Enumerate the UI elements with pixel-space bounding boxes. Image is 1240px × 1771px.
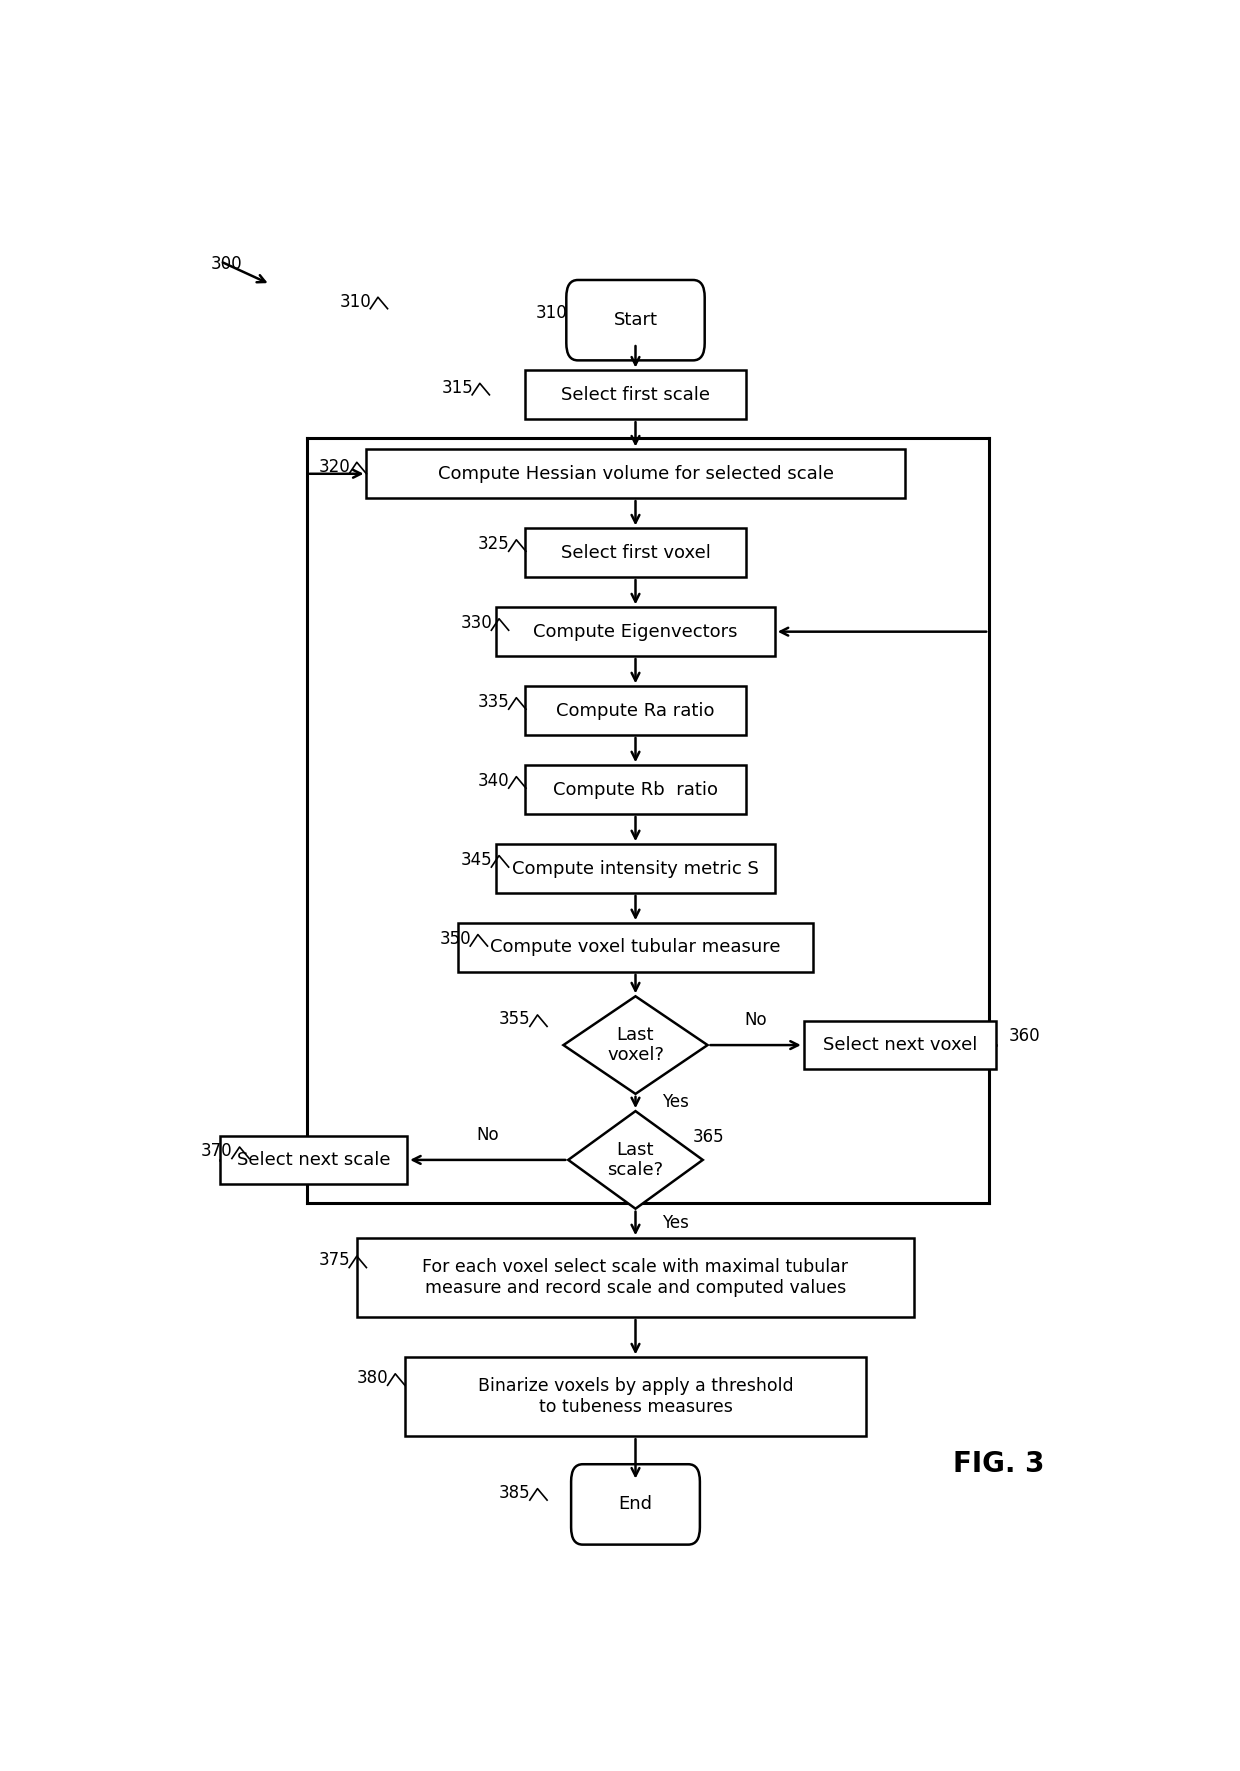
Text: 335: 335 [477, 692, 510, 710]
FancyBboxPatch shape [357, 1238, 914, 1318]
Text: 345: 345 [460, 850, 492, 870]
Text: 365: 365 [693, 1128, 725, 1146]
Text: No: No [476, 1126, 498, 1144]
Text: FIG. 3: FIG. 3 [952, 1450, 1044, 1479]
FancyBboxPatch shape [219, 1135, 407, 1185]
Text: 355: 355 [498, 1009, 531, 1029]
Text: Select next voxel: Select next voxel [822, 1036, 977, 1054]
FancyBboxPatch shape [525, 685, 746, 735]
Text: 315: 315 [441, 379, 474, 397]
Text: Select first voxel: Select first voxel [560, 544, 711, 561]
Text: Last
scale?: Last scale? [608, 1141, 663, 1179]
Text: 330: 330 [460, 615, 492, 632]
Text: Yes: Yes [662, 1093, 689, 1112]
Text: 300: 300 [211, 255, 242, 273]
Text: Binarize voxels by apply a threshold
to tubeness measures: Binarize voxels by apply a threshold to … [477, 1378, 794, 1417]
FancyBboxPatch shape [567, 280, 704, 360]
Text: Compute Eigenvectors: Compute Eigenvectors [533, 623, 738, 641]
FancyBboxPatch shape [367, 450, 905, 498]
Text: 360: 360 [1008, 1027, 1040, 1045]
FancyBboxPatch shape [496, 607, 775, 655]
Text: 370: 370 [201, 1142, 233, 1160]
FancyBboxPatch shape [458, 923, 813, 972]
Text: 350: 350 [439, 930, 471, 947]
Text: 380: 380 [357, 1369, 388, 1387]
FancyBboxPatch shape [525, 765, 746, 815]
Text: 385: 385 [498, 1484, 531, 1502]
Polygon shape [563, 997, 708, 1094]
FancyBboxPatch shape [525, 370, 746, 420]
FancyBboxPatch shape [496, 845, 775, 893]
Text: 310: 310 [340, 292, 371, 310]
Text: 375: 375 [319, 1252, 350, 1270]
Text: Compute Hessian volume for selected scale: Compute Hessian volume for selected scal… [438, 464, 833, 483]
Polygon shape [568, 1110, 703, 1210]
Text: 310: 310 [536, 305, 568, 322]
Text: 325: 325 [477, 535, 510, 553]
Text: Compute Ra ratio: Compute Ra ratio [557, 701, 714, 719]
Text: 320: 320 [319, 457, 350, 476]
FancyBboxPatch shape [572, 1465, 699, 1544]
Text: No: No [744, 1011, 766, 1029]
Text: Yes: Yes [662, 1215, 689, 1233]
Text: Last
voxel?: Last voxel? [608, 1025, 663, 1064]
Text: For each voxel select scale with maximal tubular
measure and record scale and co: For each voxel select scale with maximal… [423, 1257, 848, 1296]
Text: Compute intensity metric S: Compute intensity metric S [512, 859, 759, 877]
Text: Compute Rb  ratio: Compute Rb ratio [553, 781, 718, 799]
FancyBboxPatch shape [404, 1357, 866, 1436]
Text: 340: 340 [477, 772, 510, 790]
FancyBboxPatch shape [804, 1020, 996, 1070]
Text: Compute voxel tubular measure: Compute voxel tubular measure [490, 939, 781, 956]
FancyBboxPatch shape [525, 528, 746, 577]
Text: End: End [619, 1495, 652, 1514]
Text: Select first scale: Select first scale [560, 386, 711, 404]
Text: Start: Start [614, 312, 657, 329]
Text: Select next scale: Select next scale [237, 1151, 391, 1169]
